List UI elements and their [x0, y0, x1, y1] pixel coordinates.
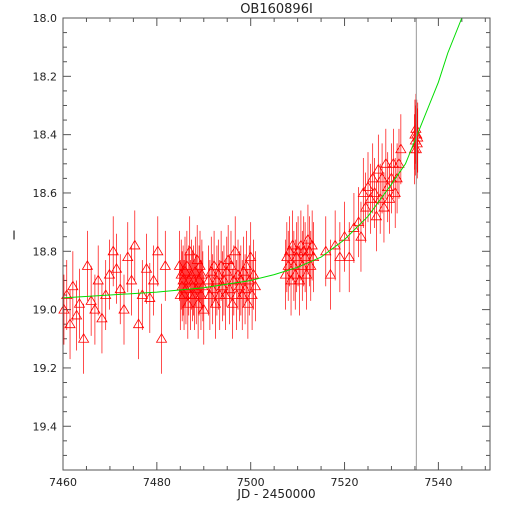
y-tick-label: 18.6 — [33, 187, 58, 200]
data-point — [383, 193, 396, 203]
data-point — [96, 312, 108, 323]
data-point — [136, 289, 148, 299]
data-point — [85, 295, 97, 305]
data-point — [320, 245, 332, 256]
data-point — [114, 283, 126, 294]
data-point — [338, 230, 351, 241]
chart-title: OB160896I — [240, 2, 313, 17]
data-points — [58, 93, 424, 374]
x-tick-label: 7540 — [424, 476, 452, 489]
y-tick-label: 18.2 — [33, 70, 58, 83]
data-point — [249, 280, 262, 291]
data-point — [378, 201, 390, 212]
data-point — [368, 187, 381, 197]
data-point — [387, 158, 400, 168]
y-tick-label: 19.4 — [33, 420, 58, 433]
model-curve — [62, 17, 463, 299]
data-point — [343, 251, 355, 262]
data-point — [100, 289, 112, 299]
data-point — [64, 318, 76, 329]
data-point — [61, 289, 73, 299]
data-point — [159, 260, 171, 270]
data-point — [372, 163, 385, 174]
data-point — [77, 332, 90, 343]
plot-frame — [62, 17, 491, 471]
data-point — [226, 297, 239, 308]
x-tick-label: 7480 — [143, 476, 171, 489]
x-tick-label: 7460 — [49, 476, 77, 489]
data-point — [118, 303, 130, 314]
data-point — [355, 230, 367, 241]
y-axis-title: I — [12, 229, 16, 243]
data-point — [242, 297, 254, 308]
data-point — [393, 158, 405, 168]
data-point — [122, 251, 134, 262]
data-point — [395, 143, 407, 154]
data-point — [67, 280, 79, 291]
data-point — [81, 260, 94, 270]
data-point — [411, 137, 423, 148]
data-point — [152, 245, 164, 256]
y-tick-label: 18.0 — [33, 12, 58, 25]
data-point — [366, 172, 379, 183]
data-point — [110, 262, 123, 273]
y-tick-label: 18.8 — [33, 245, 58, 258]
data-point — [376, 172, 388, 183]
data-point — [196, 268, 208, 279]
x-tick-label: 7500 — [237, 476, 265, 489]
y-tick-label: 19.2 — [33, 362, 58, 375]
data-point — [125, 274, 138, 285]
data-point — [246, 289, 258, 299]
y-tick-label: 18.4 — [33, 129, 58, 142]
data-point — [334, 251, 346, 262]
data-point — [147, 274, 160, 285]
data-point — [197, 280, 209, 291]
data-point — [380, 158, 392, 168]
data-point — [107, 245, 119, 256]
data-point — [306, 239, 318, 250]
data-point — [103, 268, 116, 279]
data-point — [391, 172, 403, 183]
x-axis-title: JD - 2450000 — [236, 487, 315, 501]
y-tick-label: 19.0 — [33, 304, 58, 317]
data-point — [389, 187, 401, 197]
x-tick-label: 7520 — [331, 476, 359, 489]
data-point — [155, 332, 168, 343]
data-point — [129, 239, 141, 250]
y-axis-ticks: 18.0 18.2 18.4 18.6 18.8 19.0 19.2 19.4 — [33, 12, 490, 471]
data-point — [92, 274, 104, 285]
data-point — [374, 193, 386, 203]
data-point — [385, 172, 398, 183]
data-point — [140, 262, 153, 273]
x-axis-ticks: 7460 7480 7500 7520 7540 — [49, 18, 486, 489]
data-point — [412, 131, 424, 142]
data-point — [198, 303, 210, 314]
data-point — [73, 297, 86, 308]
data-point — [247, 268, 260, 279]
data-point — [183, 245, 196, 256]
data-point — [370, 210, 383, 221]
data-point — [89, 303, 101, 314]
data-point — [324, 268, 337, 279]
data-point — [132, 318, 145, 329]
data-point — [144, 292, 156, 302]
